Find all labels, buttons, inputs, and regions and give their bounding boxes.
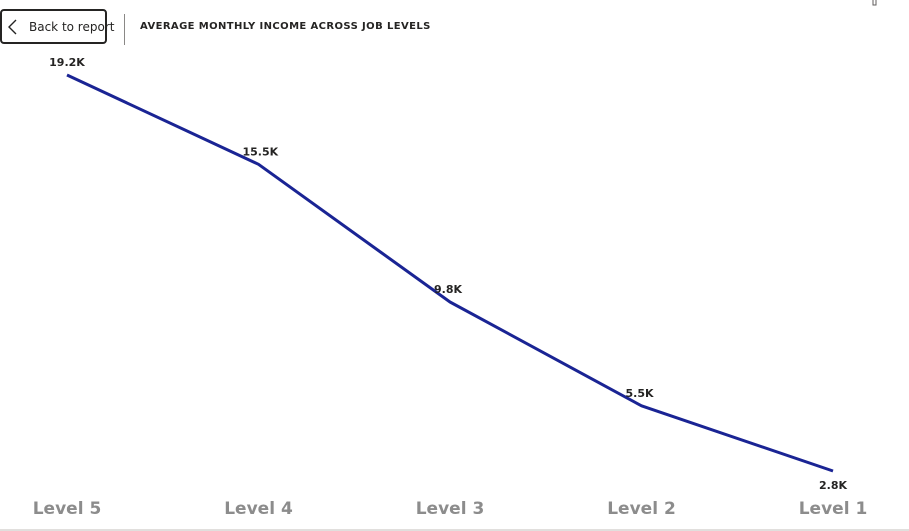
- chevron-left-icon: [8, 19, 17, 35]
- back-button-label: Back to report: [29, 20, 115, 34]
- data-label: 19.2K: [49, 56, 85, 69]
- title-divider: [124, 14, 125, 45]
- more-options-icon[interactable]: [869, 0, 909, 6]
- x-tick-label: Level 3: [416, 499, 485, 519]
- x-tick-label: Level 4: [224, 499, 293, 519]
- data-point[interactable]: [255, 160, 263, 168]
- data-label-layer: 19.2K 15.5K 9.8K 5.5K 2.8K: [49, 56, 847, 492]
- canvas-bottom-border: [0, 529, 909, 531]
- data-point[interactable]: [446, 298, 454, 306]
- data-label: 2.8K: [819, 479, 847, 492]
- back-to-report-button[interactable]: Back to report: [0, 9, 114, 44]
- series-line-layer: [63, 71, 837, 475]
- series-line[interactable]: [66, 73, 834, 473]
- data-label: 15.5K: [243, 145, 279, 158]
- data-point[interactable]: [829, 467, 837, 475]
- data-point[interactable]: [638, 402, 646, 410]
- data-point[interactable]: [63, 71, 71, 79]
- x-tick-label: Level 5: [33, 499, 102, 519]
- chart-title: AVERAGE MONTHLY INCOME ACROSS JOB LEVELS: [140, 21, 431, 32]
- x-tick-label: Level 1: [799, 499, 868, 519]
- visual-header-icons[interactable]: [869, 0, 909, 6]
- x-tick-label: Level 2: [607, 499, 676, 519]
- x-axis-ticks: Level 5 Level 4 Level 3 Level 2 Level 1: [33, 499, 868, 519]
- data-label: 9.8K: [434, 283, 462, 296]
- data-label: 5.5K: [626, 387, 654, 400]
